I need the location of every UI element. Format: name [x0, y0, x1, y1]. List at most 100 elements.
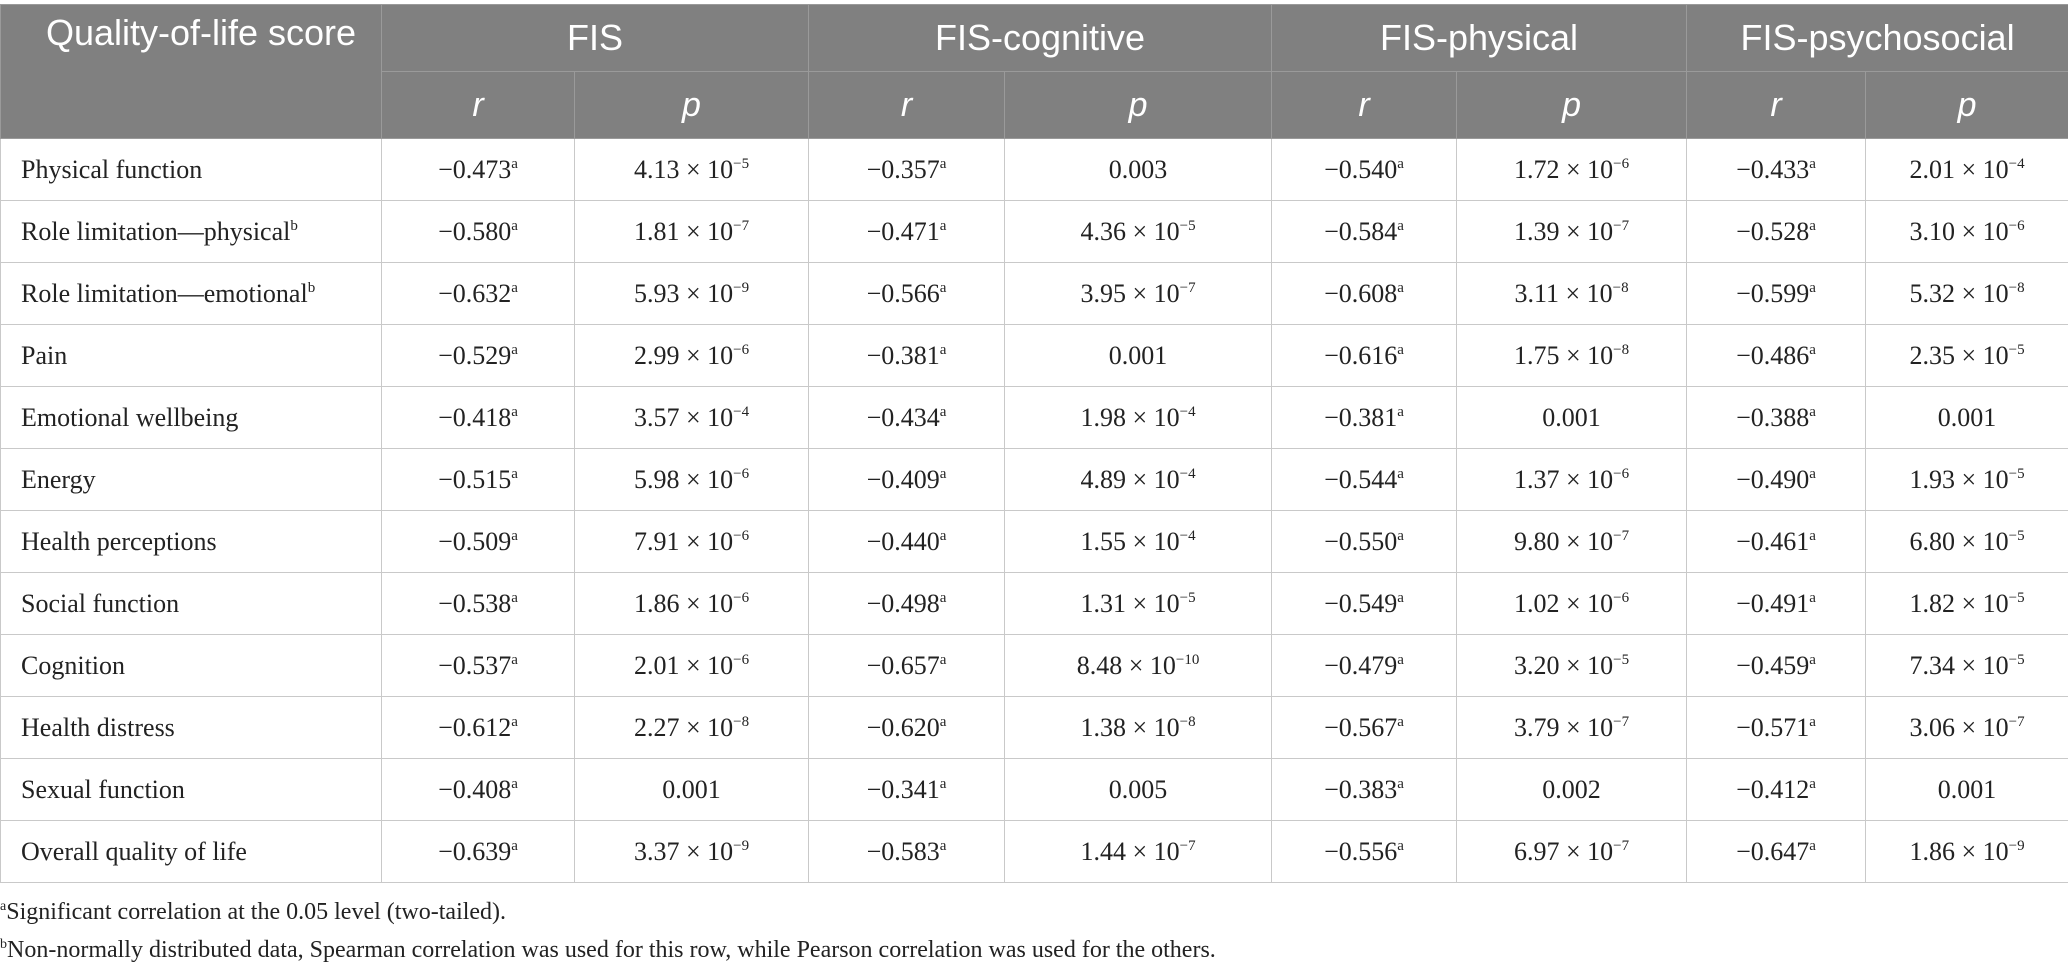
p-exponent: −10 — [1175, 651, 1200, 668]
p-value-cell: 9.80 × 10−7 — [1456, 510, 1688, 573]
r-value-cell: −0.486a — [1686, 324, 1867, 387]
row-label: Cognition — [21, 650, 126, 680]
header-p: p — [1004, 71, 1273, 139]
p-value: 4.13 × 10 — [633, 154, 734, 184]
significance-mark: a — [1809, 217, 1816, 234]
p-value: 3.79 × 10 — [1513, 712, 1614, 742]
p-value: 0.001 — [662, 774, 721, 804]
p-value: 2.27 × 10 — [633, 712, 734, 742]
header-r: r — [381, 71, 575, 139]
r-value: −0.550 — [1324, 526, 1398, 556]
r-value: −0.509 — [438, 526, 512, 556]
p-value: 5.98 × 10 — [633, 464, 734, 494]
r-value: −0.388 — [1736, 402, 1810, 432]
p-value: 1.86 × 10 — [1909, 836, 2009, 866]
r-value-cell: −0.383a — [1271, 758, 1458, 821]
p-value: 9.80 × 10 — [1513, 526, 1614, 556]
r-value: −0.357 — [866, 154, 940, 184]
r-value-cell: −0.544a — [1271, 448, 1458, 511]
r-value: −0.381 — [866, 340, 940, 370]
significance-mark: a — [939, 279, 947, 296]
header-group-fis-psychosocial: FIS-psychosocial — [1686, 4, 2068, 72]
r-value: −0.440 — [866, 526, 940, 556]
p-value-cell: 5.93 × 10−9 — [573, 262, 810, 325]
p-exponent: −5 — [2008, 651, 2025, 668]
p-value: 5.93 × 10 — [633, 278, 734, 308]
r-value: −0.341 — [866, 774, 940, 804]
row-label: Energy — [21, 464, 96, 494]
row-label-cell: Pain — [0, 324, 382, 387]
row-label-cell: Health perceptions — [0, 510, 382, 573]
significance-mark: a — [1397, 837, 1404, 854]
p-value-cell: 3.37 × 10−9 — [573, 820, 810, 883]
r-value: −0.434 — [866, 402, 940, 432]
p-exponent: −7 — [1179, 837, 1196, 854]
r-value: −0.498 — [866, 588, 940, 618]
row-label-cell: Sexual function — [0, 758, 382, 821]
p-value-cell: 0.005 — [1004, 758, 1273, 821]
p-value-cell: 0.001 — [1456, 386, 1688, 449]
significance-mark: a — [1397, 341, 1404, 358]
r-value: −0.459 — [1736, 650, 1810, 680]
r-value: −0.567 — [1324, 712, 1398, 742]
p-value-cell: 5.98 × 10−6 — [573, 448, 810, 511]
p-value-cell: 2.35 × 10−5 — [1865, 324, 2068, 387]
significance-mark: a — [1809, 465, 1816, 482]
r-value-cell: −0.632a — [381, 262, 575, 325]
significance-mark: a — [1809, 527, 1816, 544]
significance-mark: a — [939, 527, 947, 544]
p-value-cell: 5.32 × 10−8 — [1865, 262, 2068, 325]
r-value-cell: −0.357a — [808, 138, 1006, 201]
significance-mark: a — [939, 713, 947, 730]
p-exponent: −7 — [1613, 713, 1630, 730]
p-value-cell: 3.10 × 10−6 — [1865, 200, 2068, 263]
r-value-cell: −0.461a — [1686, 510, 1867, 573]
p-exponent: −5 — [1179, 589, 1196, 606]
r-value: −0.544 — [1324, 464, 1398, 494]
p-value: 8.48 × 10 — [1076, 650, 1176, 680]
p-value-cell: 6.80 × 10−5 — [1865, 510, 2068, 573]
significance-mark: a — [939, 465, 947, 482]
row-label-cell: Physical function — [0, 138, 382, 201]
significance-mark: a — [1809, 341, 1816, 358]
r-value-cell: −0.608a — [1271, 262, 1458, 325]
p-exponent: −6 — [1613, 589, 1630, 606]
r-value: −0.515 — [438, 464, 512, 494]
significance-mark: a — [1809, 403, 1816, 420]
significance-mark: a — [939, 651, 947, 668]
p-value: 1.82 × 10 — [1909, 588, 2009, 618]
p-value-cell: 1.82 × 10−5 — [1865, 572, 2068, 635]
header-p: p — [1456, 71, 1688, 139]
p-value-cell: 1.55 × 10−4 — [1004, 510, 1273, 573]
p-value-cell: 0.001 — [573, 758, 810, 821]
significance-mark: a — [1397, 651, 1404, 668]
r-value-cell: −0.647a — [1686, 820, 1867, 883]
r-value-cell: −0.388a — [1686, 386, 1867, 449]
p-exponent: −8 — [2008, 279, 2025, 296]
p-exponent: −4 — [733, 403, 750, 420]
p-value: 3.95 × 10 — [1080, 278, 1180, 308]
significance-mark: a — [1397, 775, 1404, 792]
r-value: −0.620 — [866, 712, 940, 742]
table-row: Energy −0.515a 5.98 × 10−6 −0.409a 4.89 × 10… — [0, 448, 2068, 511]
p-value-cell: 0.002 — [1456, 758, 1688, 821]
p-exponent: −8 — [1179, 713, 1196, 730]
row-label: Role limitation—physical — [21, 216, 291, 246]
significance-mark: a — [939, 775, 947, 792]
p-exponent: −7 — [1613, 527, 1630, 544]
p-value: 1.98 × 10 — [1080, 402, 1180, 432]
r-value-cell: −0.567a — [1271, 696, 1458, 759]
r-value: −0.538 — [438, 588, 512, 618]
significance-mark: a — [511, 775, 518, 792]
r-value-cell: −0.566a — [808, 262, 1006, 325]
footnotes: aSignificant correlation at the 0.05 lev… — [0, 893, 1216, 969]
p-value: 0.001 — [1937, 402, 1997, 432]
row-label-cell: Health distress — [0, 696, 382, 759]
r-value-cell: −0.509a — [381, 510, 575, 573]
r-value: −0.381 — [1324, 402, 1398, 432]
p-exponent: −5 — [2008, 589, 2025, 606]
p-value: 0.001 — [1937, 774, 1997, 804]
r-value: −0.549 — [1324, 588, 1398, 618]
table-row: Sexual function −0.408a 0.001 −0.341a 0.005−… — [0, 758, 2068, 821]
p-exponent: −7 — [2008, 713, 2025, 730]
